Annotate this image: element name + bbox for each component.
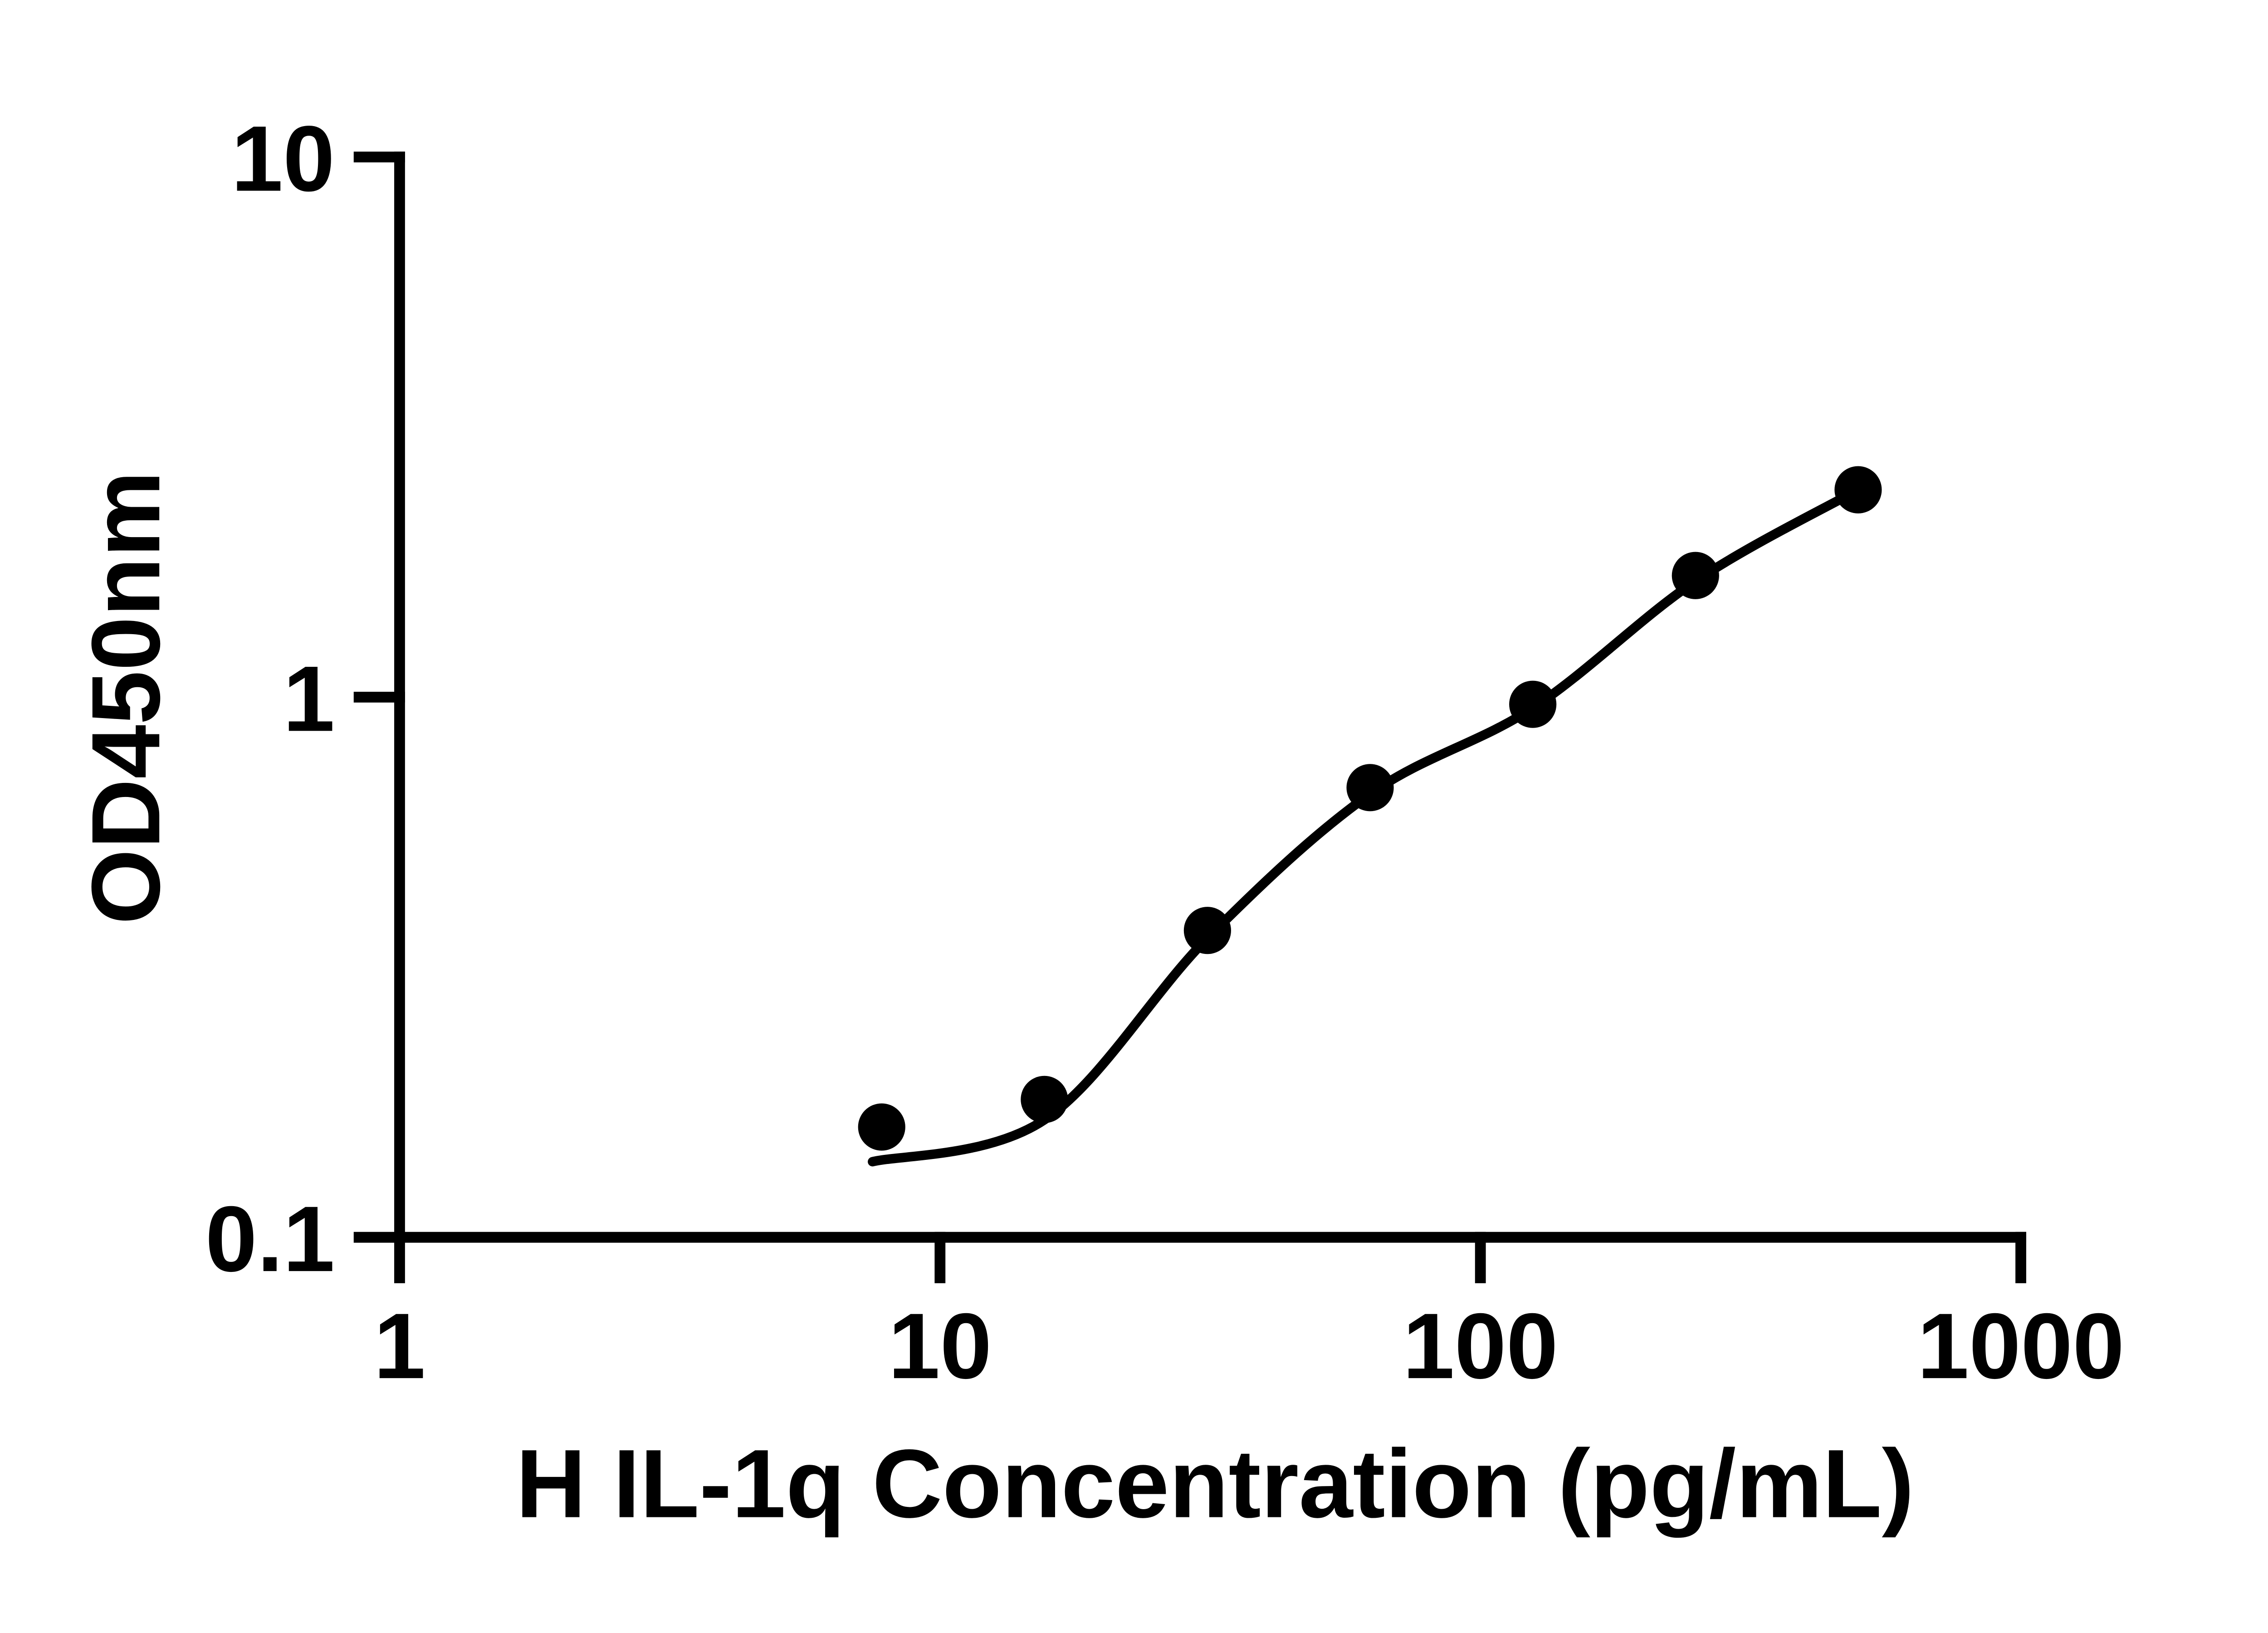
data-point — [1834, 466, 1882, 513]
data-point — [1183, 907, 1231, 954]
chart-background — [0, 6, 2268, 1627]
data-point — [1509, 680, 1557, 728]
plot-area: 0.1 1 10 1 10 100 1000 — [205, 107, 2125, 1398]
data-point — [858, 1103, 905, 1151]
y-tick-label: 10 — [231, 107, 335, 211]
x-tick-label: 100 — [1403, 1294, 1558, 1398]
y-tick-label: 1 — [283, 646, 335, 751]
y-axis-title: OD450nm — [72, 471, 180, 924]
data-point — [1346, 764, 1394, 812]
x-axis-title: H IL-1q Concentration (pg/mL) — [516, 1430, 1914, 1538]
data-point — [1021, 1076, 1068, 1123]
x-tick-label: 1 — [374, 1294, 425, 1398]
data-point — [1672, 552, 1719, 599]
x-tick-label: 1000 — [1917, 1294, 2125, 1398]
y-tick-label: 0.1 — [205, 1187, 335, 1291]
x-tick-label: 10 — [888, 1294, 992, 1398]
